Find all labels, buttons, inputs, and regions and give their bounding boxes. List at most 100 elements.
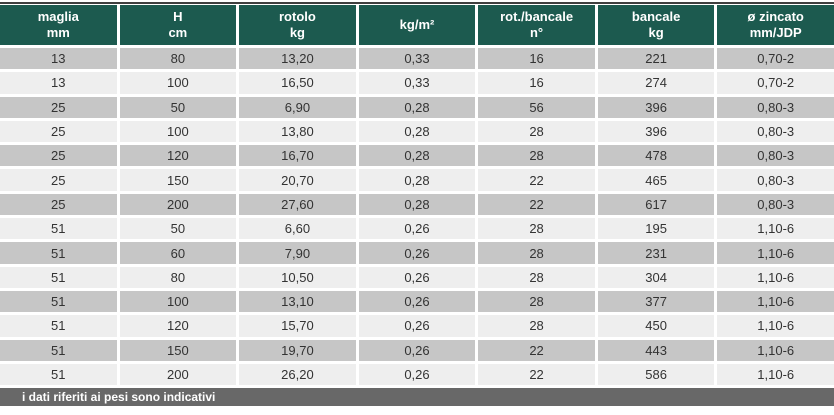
table-cell-r2-c7: 0,70-2: [717, 72, 834, 94]
table-cell-r7-c5: 22: [478, 193, 595, 216]
table-cell-r2-c4: 0,33: [358, 72, 476, 94]
table-cell-r10-c4: 0,26: [358, 266, 476, 288]
table-cell-r8-c5: 28: [478, 218, 595, 240]
table-cell-r9-c3: 7,90: [239, 242, 356, 264]
table-cell-r1-c1: 13: [0, 48, 117, 70]
table-cell-r10-c6: 304: [597, 266, 715, 288]
table-cell-r1-c4: 0,33: [358, 48, 476, 70]
table-cell-r11-c7: 1,10-6: [717, 290, 834, 313]
table-cell-r14-c2: 200: [119, 363, 237, 386]
table-cell-r7-c2: 200: [119, 193, 237, 216]
table-cell-r4-c6: 396: [597, 120, 715, 143]
table-cell-r11-c5: 28: [478, 290, 595, 313]
table-cell-r4-c1: 25: [0, 120, 117, 143]
table-cell-r3-c6: 396: [597, 96, 715, 118]
column-header-unit: kg: [289, 25, 305, 40]
table-cell-r12-c7: 1,10-6: [717, 315, 834, 337]
table-cell-r1-c6: 221: [597, 48, 715, 70]
table-cell-r9-c6: 231: [597, 242, 715, 264]
table-cell-r7-c7: 0,80-3: [717, 193, 834, 216]
column-header-unit: mm: [46, 25, 70, 40]
table-cell-r14-c4: 0,26: [358, 363, 476, 386]
table-cell-r11-c4: 0,26: [358, 290, 476, 313]
table-cell-r4-c4: 0,28: [358, 120, 476, 143]
table-cell-r5-c6: 478: [597, 145, 715, 167]
footer-note-text: i dati riferiti ai pesi sono indicativi: [22, 390, 216, 405]
column-header-unit: cm: [168, 25, 188, 40]
table-cell-r8-c7: 1,10-6: [717, 218, 834, 240]
table-cell-r13-c1: 51: [0, 339, 117, 361]
table-cell-r9-c4: 0,26: [358, 242, 476, 264]
column-header-unit: n°: [529, 25, 544, 40]
table-cell-r12-c4: 0,26: [358, 315, 476, 337]
column-header-label: H: [173, 9, 183, 24]
table-cell-r3-c3: 6,90: [239, 96, 356, 118]
table-cell-r6-c4: 0,28: [358, 169, 476, 191]
table-cell-r7-c3: 27,60: [239, 193, 356, 216]
table-cell-r4-c7: 0,80-3: [717, 120, 834, 143]
table-cell-r13-c6: 443: [597, 339, 715, 361]
table-cell-r9-c1: 51: [0, 242, 117, 264]
table-cell-r7-c4: 0,28: [358, 193, 476, 216]
table-cell-r3-c4: 0,28: [358, 96, 476, 118]
column-header-unit: mm/JDP: [749, 25, 802, 40]
column-header-label: maglia: [37, 9, 79, 24]
table-cell-r6-c6: 465: [597, 169, 715, 191]
table-cell-r11-c6: 377: [597, 290, 715, 313]
table-cell-r1-c2: 80: [119, 48, 237, 70]
column-header-6: bancale kg: [597, 5, 715, 45]
table-cell-r2-c2: 100: [119, 72, 237, 94]
table-cell-r5-c3: 16,70: [239, 145, 356, 167]
table-cell-r8-c3: 6,60: [239, 218, 356, 240]
table-cell-r14-c1: 51: [0, 363, 117, 386]
table-cell-r6-c5: 22: [478, 169, 595, 191]
table-cell-r8-c6: 195: [597, 218, 715, 240]
table-cell-r4-c5: 28: [478, 120, 595, 143]
table-cell-r2-c5: 16: [478, 72, 595, 94]
column-header-label: bancale: [631, 9, 681, 24]
table-cell-r1-c7: 0,70-2: [717, 48, 834, 70]
column-header-label: rot./bancale: [500, 9, 574, 24]
table-cell-r1-c5: 16: [478, 48, 595, 70]
top-border-line: [0, 2, 834, 4]
table-cell-r10-c1: 51: [0, 266, 117, 288]
table-cell-r1-c3: 13,20: [239, 48, 356, 70]
table-cell-r3-c2: 50: [119, 96, 237, 118]
column-header-unit: kg: [648, 25, 664, 40]
column-header-label: rotolo: [279, 9, 316, 24]
table-cell-r14-c6: 586: [597, 363, 715, 386]
table-cell-r9-c2: 60: [119, 242, 237, 264]
table-cell-r13-c7: 1,10-6: [717, 339, 834, 361]
table-cell-r6-c7: 0,80-3: [717, 169, 834, 191]
table-cell-r12-c1: 51: [0, 315, 117, 337]
table-cell-r13-c4: 0,26: [358, 339, 476, 361]
table-cell-r10-c3: 10,50: [239, 266, 356, 288]
table-cell-r2-c6: 274: [597, 72, 715, 94]
table-cell-r13-c5: 22: [478, 339, 595, 361]
table-cell-r13-c2: 150: [119, 339, 237, 361]
column-header-5: rot./bancale n°: [478, 5, 595, 45]
table-cell-r5-c5: 28: [478, 145, 595, 167]
table-cell-r10-c2: 80: [119, 266, 237, 288]
table-cell-r11-c3: 13,10: [239, 290, 356, 313]
table-cell-r5-c4: 0,28: [358, 145, 476, 167]
table-cell-r5-c2: 120: [119, 145, 237, 167]
table-cell-r6-c2: 150: [119, 169, 237, 191]
table-cell-r9-c7: 1,10-6: [717, 242, 834, 264]
footer-note-bar: i dati riferiti ai pesi sono indicativi: [0, 388, 834, 407]
table-cell-r12-c6: 450: [597, 315, 715, 337]
table-cell-r8-c1: 51: [0, 218, 117, 240]
table-cell-r2-c1: 13: [0, 72, 117, 94]
column-header-7: ø zincato mm/JDP: [717, 5, 834, 45]
column-header-4: kg/m²: [358, 5, 476, 45]
table-cell-r6-c1: 25: [0, 169, 117, 191]
table-cell-r8-c4: 0,26: [358, 218, 476, 240]
table-cell-r14-c7: 1,10-6: [717, 363, 834, 386]
table-cell-r12-c5: 28: [478, 315, 595, 337]
table-cell-r3-c1: 25: [0, 96, 117, 118]
table-cell-r14-c5: 22: [478, 363, 595, 386]
table-cell-r3-c7: 0,80-3: [717, 96, 834, 118]
